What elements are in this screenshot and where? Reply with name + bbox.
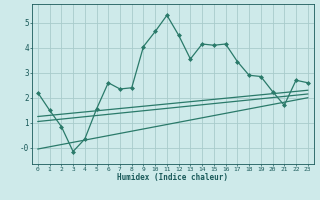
X-axis label: Humidex (Indice chaleur): Humidex (Indice chaleur) xyxy=(117,173,228,182)
